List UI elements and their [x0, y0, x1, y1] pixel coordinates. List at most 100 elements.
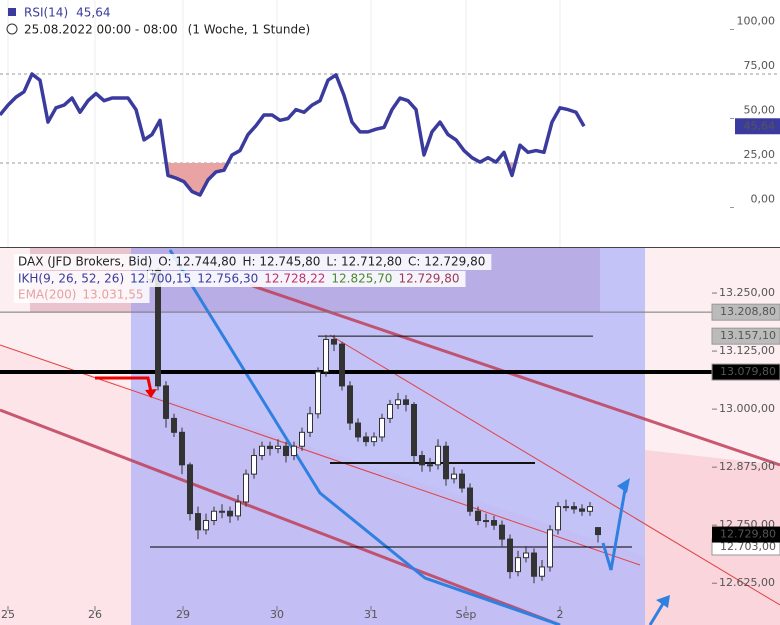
candle-body	[307, 413, 313, 433]
candle-body	[579, 508, 585, 512]
legend-swatch	[8, 8, 16, 16]
candle-body	[315, 371, 321, 415]
level-label: 12.703,00	[720, 540, 776, 553]
y-tick-label: 13.000,00	[719, 402, 775, 415]
level-tag	[711, 303, 780, 321]
rsi-panel: 0,00 25,00 50,00 75,00 100,00 45,64 RSI(14) 45,…	[0, 0, 780, 247]
x-tick-label: 25	[1, 608, 15, 621]
candle-body	[427, 464, 433, 467]
indicator-value: 12.825,70	[331, 272, 392, 286]
candle-body	[363, 436, 369, 443]
candle-body	[371, 436, 377, 443]
legend-name: DAX (JFD Brokers, Bid)	[18, 255, 152, 269]
level-tag	[711, 363, 780, 381]
candle-body	[547, 529, 553, 568]
candle-body	[483, 520, 489, 523]
candle-body	[435, 445, 441, 466]
subtitle: 25.08.2022 00:00 - 08:00	[24, 23, 178, 37]
candle-body	[347, 385, 353, 424]
legend-name: RSI(14)	[24, 6, 68, 20]
candle-body	[251, 455, 257, 475]
candle-body	[475, 510, 481, 522]
candle-body	[531, 552, 537, 577]
candle-body	[379, 417, 385, 438]
y-tick-label: 12.875,00	[719, 460, 775, 473]
channel-line	[249, 283, 780, 467]
candle-body	[395, 399, 401, 405]
candle-body	[443, 445, 449, 480]
candle-body	[219, 510, 225, 513]
arrow-head	[617, 478, 630, 493]
candle-body	[195, 513, 201, 531]
y-tick-label: 12.625,00	[719, 576, 775, 589]
candle-body	[507, 538, 513, 573]
candle-body	[451, 473, 457, 480]
y-tick-label: 13.250,00	[719, 286, 775, 299]
candle-body	[283, 445, 289, 457]
candle-body	[555, 506, 561, 531]
y-tick-label: 50,00	[744, 104, 776, 117]
candle-body	[275, 445, 281, 450]
candle-body	[267, 445, 273, 450]
oversold-area	[0, 163, 584, 196]
level-label: 13.079,80	[720, 365, 776, 378]
candle-body	[227, 510, 233, 517]
legend-value: C: 12.729,80	[408, 255, 485, 269]
candle-body	[523, 552, 529, 559]
candle-body	[259, 445, 265, 457]
indicator-value: 12.728,22	[264, 272, 325, 286]
channel-line	[0, 344, 641, 566]
candle-body	[411, 403, 417, 457]
indicator-value: 12.729,80	[398, 272, 459, 286]
period: (1 Woche, 1 Stunde)	[188, 23, 311, 37]
candle-body	[459, 473, 465, 489]
candle-body	[491, 520, 497, 526]
candle-body	[291, 445, 297, 457]
time-zone	[131, 248, 645, 625]
y-tick-label: 13.125,00	[719, 344, 775, 357]
value-tag-label: 45,64	[744, 119, 776, 132]
price-tag	[712, 526, 780, 543]
candle-body	[203, 520, 209, 531]
candle-body	[595, 527, 601, 536]
price-panel	[0, 248, 780, 625]
candle-body	[243, 473, 249, 503]
legend-value: H: 12.745,80	[242, 255, 320, 269]
x-tick-label: 30	[270, 608, 284, 621]
arrow	[648, 601, 666, 625]
candle-body	[179, 431, 185, 466]
indicator-value: 12.700,15	[130, 272, 191, 286]
candle-body	[235, 501, 241, 517]
candle-body	[323, 338, 329, 373]
candle-body	[403, 399, 409, 405]
value-tag	[735, 118, 780, 135]
indicator-name: IKH(9, 26, 52, 26)	[18, 272, 124, 286]
legend-value: O: 12.744,80	[158, 255, 236, 269]
clock-icon	[6, 23, 18, 35]
candle-body	[419, 455, 425, 466]
candle-body	[587, 506, 593, 512]
legend-value: L: 12.712,80	[326, 255, 402, 269]
indicator-value: 13.031,55	[82, 288, 143, 302]
candle-body	[211, 510, 217, 522]
candle-body	[171, 417, 177, 433]
candle-body	[155, 269, 161, 387]
candle-body	[539, 566, 545, 577]
candle-body	[563, 506, 569, 509]
arrow	[601, 483, 628, 571]
candle-body	[571, 506, 577, 510]
y-tick-label: 25,00	[744, 148, 776, 161]
x-tick-label: Sep	[456, 608, 477, 621]
x-tick-label: 26	[88, 608, 102, 621]
legend-value: 45,64	[76, 6, 110, 20]
price-tag-label: 12.729,80	[720, 528, 776, 541]
level-label: 13.157,10	[720, 329, 776, 342]
arrow	[95, 376, 153, 393]
candle-body	[355, 422, 361, 438]
candle-body	[331, 338, 337, 345]
legend-bg	[14, 254, 492, 270]
level-label: 13.208,80	[720, 305, 776, 318]
y-tick-label: 100,00	[737, 15, 776, 28]
rsi-line	[0, 72, 586, 197]
